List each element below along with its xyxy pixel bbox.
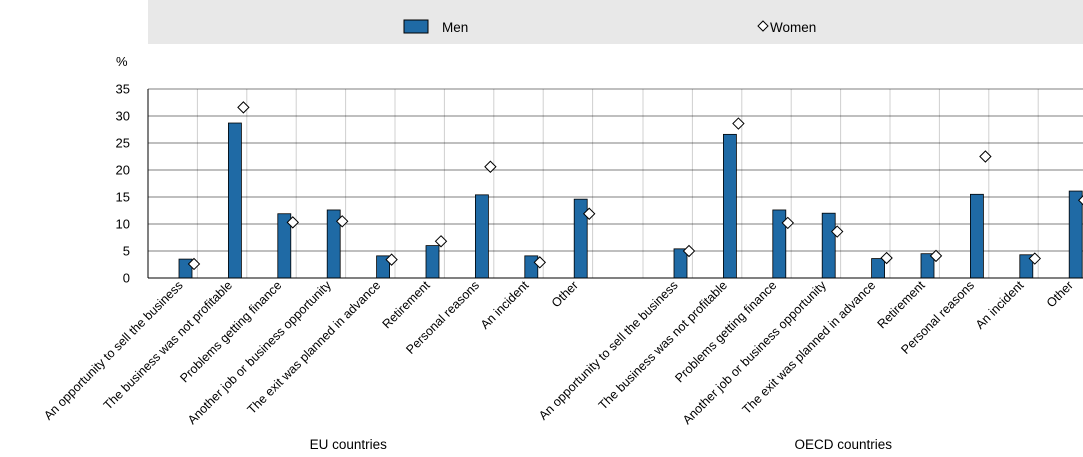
men-bar bbox=[772, 209, 787, 279]
category-label: Other bbox=[1044, 278, 1076, 310]
men-bar bbox=[970, 193, 984, 279]
women-marker bbox=[335, 215, 349, 228]
men-bar bbox=[474, 194, 489, 279]
women-marker bbox=[187, 257, 201, 271]
women-marker bbox=[682, 244, 696, 258]
legend: Men Women bbox=[148, 0, 1083, 44]
men-bar bbox=[871, 258, 885, 279]
women-marker bbox=[582, 207, 596, 220]
women-marker bbox=[1028, 252, 1042, 265]
women-marker bbox=[533, 256, 547, 269]
women-markers bbox=[187, 101, 1083, 271]
category-label: Retirement bbox=[875, 278, 928, 331]
women-marker bbox=[434, 235, 448, 248]
women-marker bbox=[880, 251, 893, 265]
legend-background bbox=[148, 0, 1083, 44]
y-tick-label: 25 bbox=[116, 136, 130, 151]
category-label: An incident bbox=[973, 278, 1027, 332]
category-label: Other bbox=[549, 278, 581, 310]
women-marker bbox=[929, 249, 943, 263]
legend-men-swatch bbox=[403, 19, 429, 34]
women-marker bbox=[385, 253, 398, 266]
legend-women-marker bbox=[757, 20, 769, 32]
y-axis-ticks: 0 5 10 15 20 25 30 35 bbox=[116, 82, 130, 286]
y-tick-label: 10 bbox=[116, 217, 130, 232]
women-marker bbox=[237, 101, 250, 114]
category-label: Retirement bbox=[380, 278, 433, 331]
y-tick-label: 20 bbox=[116, 163, 130, 178]
legend-women-label: Women bbox=[770, 20, 816, 35]
category-label: Problems getting finance bbox=[672, 278, 779, 385]
women-marker bbox=[484, 160, 497, 173]
women-marker bbox=[1077, 195, 1083, 206]
men-bar bbox=[821, 212, 836, 279]
y-tick-label: 0 bbox=[123, 271, 130, 286]
category-label: Problems getting finance bbox=[177, 278, 284, 385]
y-tick-label: 5 bbox=[123, 244, 130, 259]
men-bar bbox=[524, 255, 539, 279]
men-bar bbox=[1068, 190, 1083, 279]
vertical-gridlines bbox=[147, 89, 1039, 278]
women-marker bbox=[979, 150, 992, 163]
group-labels: EU countries OECD countries bbox=[310, 437, 893, 452]
men-bar bbox=[573, 198, 588, 279]
women-marker bbox=[732, 117, 745, 130]
y-tick-label: 35 bbox=[116, 82, 130, 97]
y-tick-label: 15 bbox=[116, 190, 130, 205]
men-bars bbox=[178, 122, 1083, 279]
legend-men-label: Men bbox=[442, 20, 468, 35]
women-marker bbox=[286, 216, 300, 229]
category-label: An incident bbox=[478, 278, 532, 332]
men-bar bbox=[425, 245, 440, 279]
women-marker bbox=[781, 216, 795, 230]
group-label: EU countries bbox=[310, 437, 388, 452]
women-marker bbox=[830, 225, 844, 238]
y-tick-label: 30 bbox=[116, 109, 130, 124]
y-unit-label: % bbox=[116, 54, 128, 69]
men-bar bbox=[227, 122, 242, 279]
men-bar bbox=[723, 133, 737, 279]
group-label: OECD countries bbox=[795, 437, 893, 452]
